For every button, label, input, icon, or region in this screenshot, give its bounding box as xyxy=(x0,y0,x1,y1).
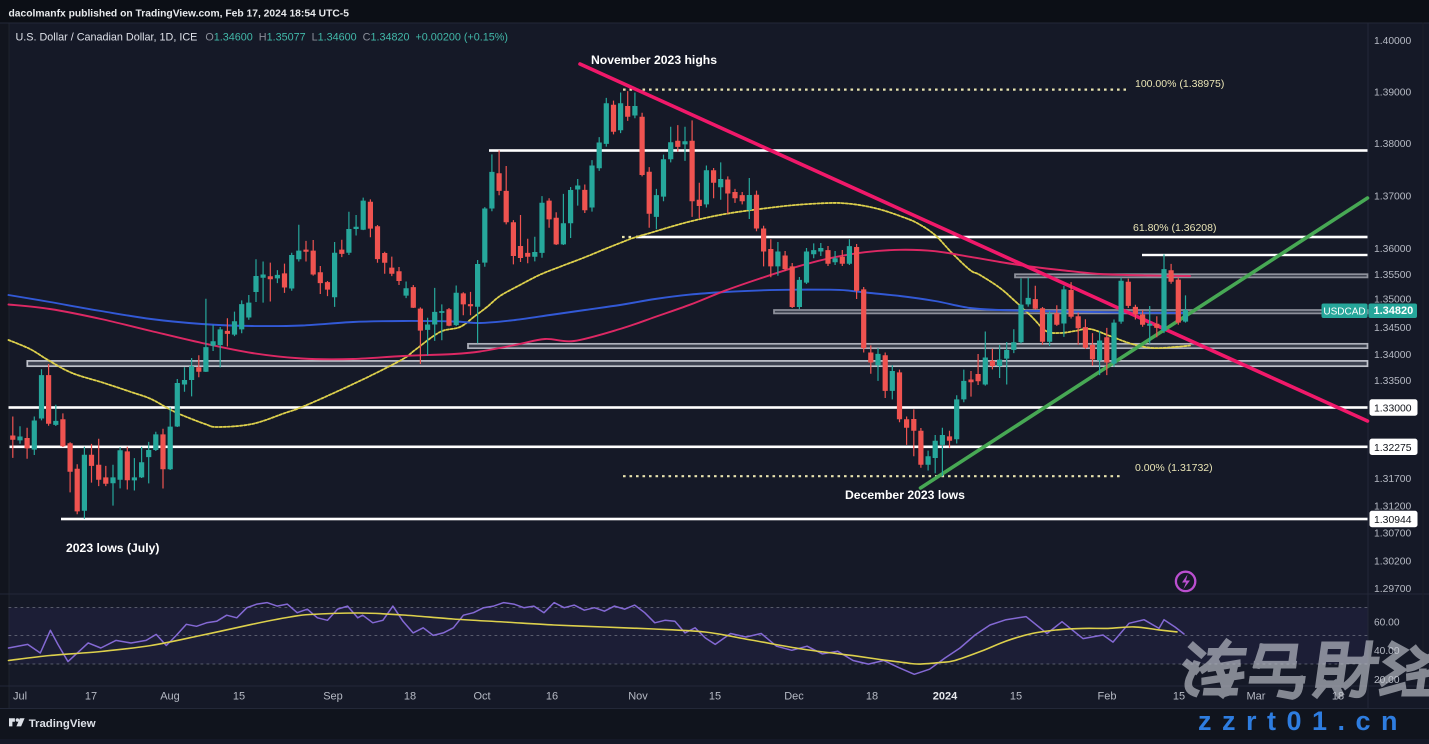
svg-text:Oct: Oct xyxy=(473,691,490,703)
svg-text:18: 18 xyxy=(866,691,878,703)
svg-text:Dec: Dec xyxy=(784,691,804,703)
svg-text:15: 15 xyxy=(1173,691,1185,703)
svg-text:1.33500: 1.33500 xyxy=(1374,376,1411,387)
svg-text:1.31700: 1.31700 xyxy=(1374,474,1411,485)
svg-text:1.29700: 1.29700 xyxy=(1374,584,1411,595)
svg-text:zzrt01.cn: zzrt01.cn xyxy=(1198,706,1408,736)
svg-text:TradingView: TradingView xyxy=(29,718,96,730)
svg-text:60.00: 60.00 xyxy=(1374,617,1400,628)
svg-text:1.30700: 1.30700 xyxy=(1374,529,1411,540)
svg-text:Feb: Feb xyxy=(1098,691,1117,703)
svg-text:0.00% (1.31732): 0.00% (1.31732) xyxy=(1135,462,1213,474)
svg-text:1.34820: 1.34820 xyxy=(1374,305,1414,317)
svg-text:1.36000: 1.36000 xyxy=(1374,244,1411,255)
svg-text:1.34000: 1.34000 xyxy=(1374,350,1411,361)
svg-text:1.39000: 1.39000 xyxy=(1374,87,1411,98)
svg-text:1.32275: 1.32275 xyxy=(1374,443,1412,454)
svg-text:December 2023 lows: December 2023 lows xyxy=(845,488,965,502)
svg-text:2023 lows (July): 2023 lows (July) xyxy=(66,541,159,555)
svg-text:15: 15 xyxy=(709,691,721,703)
svg-text:U.S. Dollar / Canadian Dollar,: U.S. Dollar / Canadian Dollar, 1D, ICE O1… xyxy=(16,32,508,44)
svg-text:Mar: Mar xyxy=(1247,691,1266,703)
svg-text:15: 15 xyxy=(1010,691,1022,703)
svg-text:16: 16 xyxy=(546,691,558,703)
svg-text:1.30200: 1.30200 xyxy=(1374,556,1411,567)
svg-text:1.30944: 1.30944 xyxy=(1374,515,1412,526)
svg-text:61.80% (1.36208): 61.80% (1.36208) xyxy=(1133,222,1216,234)
svg-text:1.38000: 1.38000 xyxy=(1374,139,1411,150)
svg-text:Sep: Sep xyxy=(323,691,343,703)
svg-text:2024: 2024 xyxy=(933,691,958,703)
svg-text:1.31200: 1.31200 xyxy=(1374,501,1411,512)
svg-text:November 2023 highs: November 2023 highs xyxy=(591,53,717,67)
svg-text:1.34500: 1.34500 xyxy=(1374,323,1411,334)
svg-text:Jul: Jul xyxy=(13,691,27,703)
svg-text:1.33000: 1.33000 xyxy=(1374,404,1412,415)
svg-text:17: 17 xyxy=(85,691,97,703)
svg-text:1.37000: 1.37000 xyxy=(1374,192,1411,203)
svg-text:Aug: Aug xyxy=(160,691,180,703)
svg-text:1.40000: 1.40000 xyxy=(1374,36,1411,47)
svg-text:dacolmanfx published on Tradin: dacolmanfx published on TradingView.com,… xyxy=(9,9,350,20)
svg-text:1.35000: 1.35000 xyxy=(1374,295,1411,306)
svg-text:1.35500: 1.35500 xyxy=(1374,270,1411,281)
svg-text:40.00: 40.00 xyxy=(1374,646,1400,657)
svg-text:18: 18 xyxy=(404,691,416,703)
svg-text:100.00% (1.38975): 100.00% (1.38975) xyxy=(1135,78,1224,90)
svg-text:Nov: Nov xyxy=(628,691,648,703)
svg-text:USDCAD: USDCAD xyxy=(1323,306,1365,317)
svg-text:15: 15 xyxy=(233,691,245,703)
